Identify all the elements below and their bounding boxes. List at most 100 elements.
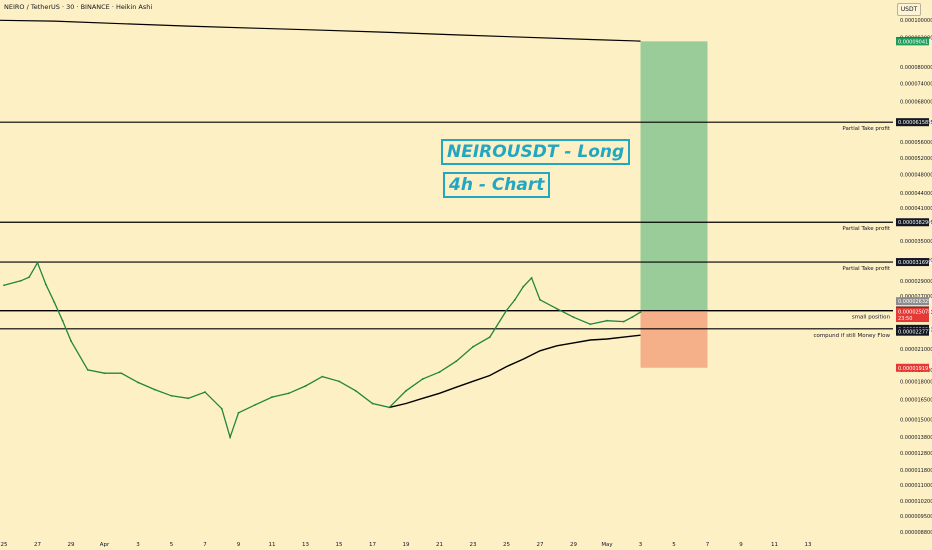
x-tick-label: 25 xyxy=(1,542,8,548)
price-point xyxy=(371,402,374,405)
y-tick-label: 0.000010200 xyxy=(900,499,932,505)
y-tick-label: 0.000048000 xyxy=(900,173,932,179)
price-tag-label: 0.000061585 xyxy=(898,120,931,126)
y-tick-label: 0.000052000 xyxy=(900,156,932,162)
price-point xyxy=(287,392,290,395)
price-point xyxy=(522,285,525,288)
price-tag-label: 0.000031699 xyxy=(898,260,931,266)
price-point xyxy=(254,403,257,406)
x-tick-label: 3 xyxy=(136,542,140,548)
price-point xyxy=(86,368,89,371)
price-point xyxy=(36,261,39,264)
annotation-title-box[interactable]: NEIROUSDT - Long xyxy=(441,139,631,165)
y-tick-label: 0.000009500 xyxy=(900,514,932,520)
y-tick-label: 0.000012800 xyxy=(900,451,932,457)
price-point xyxy=(271,396,273,398)
x-tick-label: 5 xyxy=(170,542,174,548)
price-point xyxy=(639,311,642,313)
price-point xyxy=(321,375,324,378)
price-point xyxy=(120,372,123,375)
price-tag xyxy=(896,258,929,267)
x-tick-label: 11 xyxy=(269,542,276,548)
currency-button[interactable]: USDT xyxy=(897,3,921,16)
price-tag xyxy=(896,327,929,336)
price-point xyxy=(405,389,407,392)
price-tag-label: 0.00001919 xyxy=(898,366,928,372)
price-point xyxy=(229,436,232,439)
x-tick-label: May xyxy=(601,542,613,548)
x-tick-label: 29 xyxy=(570,542,577,548)
x-tick-label: 9 xyxy=(237,542,241,548)
level-label: compund if still Money Flow xyxy=(813,333,890,339)
price-point xyxy=(137,381,139,384)
price-tag xyxy=(896,297,929,306)
price-tag-label: 23:50 xyxy=(898,316,912,322)
y-tick-label: 0.000029000 xyxy=(900,279,932,285)
y-tick-label: 0.000013800 xyxy=(900,435,932,441)
x-tick-label: 27 xyxy=(34,542,41,548)
price-point xyxy=(631,316,634,319)
price-point xyxy=(555,307,558,310)
x-tick-label: 25 xyxy=(503,542,510,548)
loss-zone[interactable] xyxy=(640,311,708,368)
y-tick-label: 0.000080000 xyxy=(900,65,932,71)
price-point xyxy=(3,284,5,287)
price-point xyxy=(622,320,625,323)
x-tick-label: 23 xyxy=(470,542,477,548)
y-tick-label: 0.000018000 xyxy=(900,379,932,385)
ma-lower-line xyxy=(389,334,641,409)
price-tag xyxy=(896,307,929,316)
y-tick-label: 0.000021000 xyxy=(900,347,932,353)
y-tick-label: 0.000008800 xyxy=(900,530,932,536)
price-point xyxy=(153,388,156,391)
x-tick-label: 27 xyxy=(537,542,544,548)
ma-upper-line xyxy=(0,19,641,42)
price-point xyxy=(530,277,533,279)
price-point xyxy=(354,389,357,392)
price-point xyxy=(28,276,31,279)
x-tick-label: 21 xyxy=(436,542,443,548)
profit-zone[interactable] xyxy=(640,41,708,312)
x-tick-label: 7 xyxy=(706,542,710,548)
price-point xyxy=(53,301,56,304)
y-tick-label: 0.000027000 xyxy=(900,294,932,300)
level-label: Partial Take profit xyxy=(842,226,890,232)
x-tick-label: 29 xyxy=(68,542,75,548)
price-tag xyxy=(896,37,929,46)
price-tag-label: 0.00009041 xyxy=(898,39,928,45)
symbol-title: NEIRO / TetherUS · 30 · BINANCE · Heikin… xyxy=(4,3,153,11)
level-label: Partial Take profit xyxy=(842,126,890,132)
price-tag-label: 0.000038296 xyxy=(898,220,931,226)
x-tick-label: 5 xyxy=(672,542,676,548)
x-tick-label: 17 xyxy=(369,542,376,548)
price-point xyxy=(61,319,64,322)
price-point xyxy=(304,385,307,387)
y-tick-label: 0.000056000 xyxy=(900,140,932,146)
y-tick-label: 0.000016500 xyxy=(900,398,932,404)
x-tick-label: 13 xyxy=(805,542,812,548)
price-point xyxy=(438,371,441,374)
x-tick-label: 19 xyxy=(403,542,410,548)
price-point xyxy=(237,411,240,414)
price-tag xyxy=(896,363,929,372)
price-tag xyxy=(896,118,929,127)
price-point xyxy=(19,279,22,282)
x-tick-label: 13 xyxy=(302,542,309,548)
price-point xyxy=(513,298,516,301)
y-tick-label: 0.000015000 xyxy=(900,418,932,424)
y-tick-label: 0.000100000 xyxy=(900,18,932,24)
y-tick-label: 0.000011800 xyxy=(900,468,932,474)
price-line xyxy=(3,261,641,440)
price-point xyxy=(539,298,541,301)
price-point xyxy=(589,323,592,326)
price-tag-label: 0.000026329 xyxy=(898,299,931,305)
price-point xyxy=(472,345,474,348)
x-tick-label: 15 xyxy=(336,542,343,548)
x-tick-label: Apr xyxy=(100,542,110,548)
y-tick-label: 0.000074000 xyxy=(900,81,932,87)
x-tick-label: 3 xyxy=(639,542,643,548)
annotation-subtitle-box[interactable]: 4h - Chart xyxy=(443,172,551,198)
price-point xyxy=(70,340,72,342)
price-point xyxy=(388,406,391,409)
